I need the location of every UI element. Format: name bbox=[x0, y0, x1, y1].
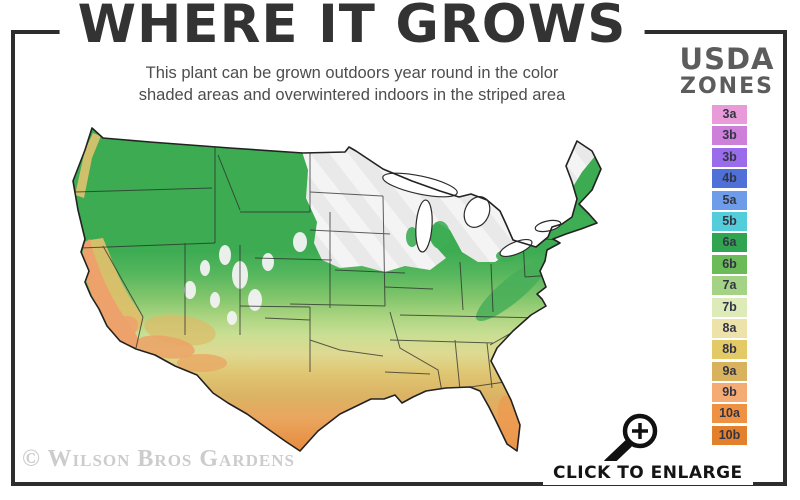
legend-zone-swatch: 9a bbox=[712, 361, 747, 381]
legend-zone-swatch: 8b bbox=[712, 340, 747, 360]
lake-huron bbox=[463, 196, 491, 228]
subtitle-line-1: This plant can be grown outdoors year ro… bbox=[145, 64, 559, 82]
legend-title: USDA ZONES bbox=[667, 44, 787, 100]
legend-zone-swatch: 6a bbox=[712, 233, 747, 253]
legend-zone-swatch: 10b bbox=[712, 425, 747, 445]
legend-title-usda: USDA bbox=[679, 42, 775, 76]
legend-zone-swatch: 3b bbox=[712, 147, 747, 167]
legend-zone-swatch: 7a bbox=[712, 276, 747, 296]
legend-zone-swatch: 3b bbox=[712, 126, 747, 146]
legend-zone-swatch: 6b bbox=[712, 254, 747, 274]
mountain-speckles bbox=[184, 232, 307, 325]
legend-zone-swatch: 10a bbox=[712, 404, 747, 424]
legend-title-zones: ZONES bbox=[680, 74, 774, 100]
usda-zone-legend: 3a 3b 3b 4b 5a 5b 6a 6b 7a 7b 8a 8b 9a 9b 10a 10b bbox=[712, 105, 747, 447]
subtitle-line-2: shaded areas and overwintered indoors in… bbox=[138, 86, 566, 105]
legend-zone-swatch: 9b bbox=[712, 383, 747, 403]
legend-zone-swatch: 5b bbox=[712, 211, 747, 231]
lake-michigan bbox=[415, 199, 433, 253]
appalachian-green-ridge bbox=[475, 259, 549, 321]
map-fill-layers bbox=[73, 128, 601, 451]
legend-zone-swatch: 3a bbox=[712, 105, 747, 124]
legend-zone-swatch: 5a bbox=[712, 190, 747, 210]
pacific-northwest-coast-band bbox=[75, 133, 101, 198]
legend-zone-swatch: 8a bbox=[712, 318, 747, 338]
magnifier-zoom-icon[interactable] bbox=[596, 403, 660, 474]
watermark: © Wilson Bros Gardens bbox=[22, 446, 295, 472]
page-title: WHERE IT GROWS bbox=[59, 0, 645, 56]
lake-ontario bbox=[534, 219, 562, 233]
legend-zone-swatch: 7b bbox=[712, 297, 747, 317]
click-to-enlarge-button[interactable]: CLICK TO ENLARGE bbox=[543, 461, 753, 485]
legend-zone-swatch: 4b bbox=[712, 169, 747, 189]
subtitle: This plant can be grown outdoors year ro… bbox=[32, 62, 672, 107]
